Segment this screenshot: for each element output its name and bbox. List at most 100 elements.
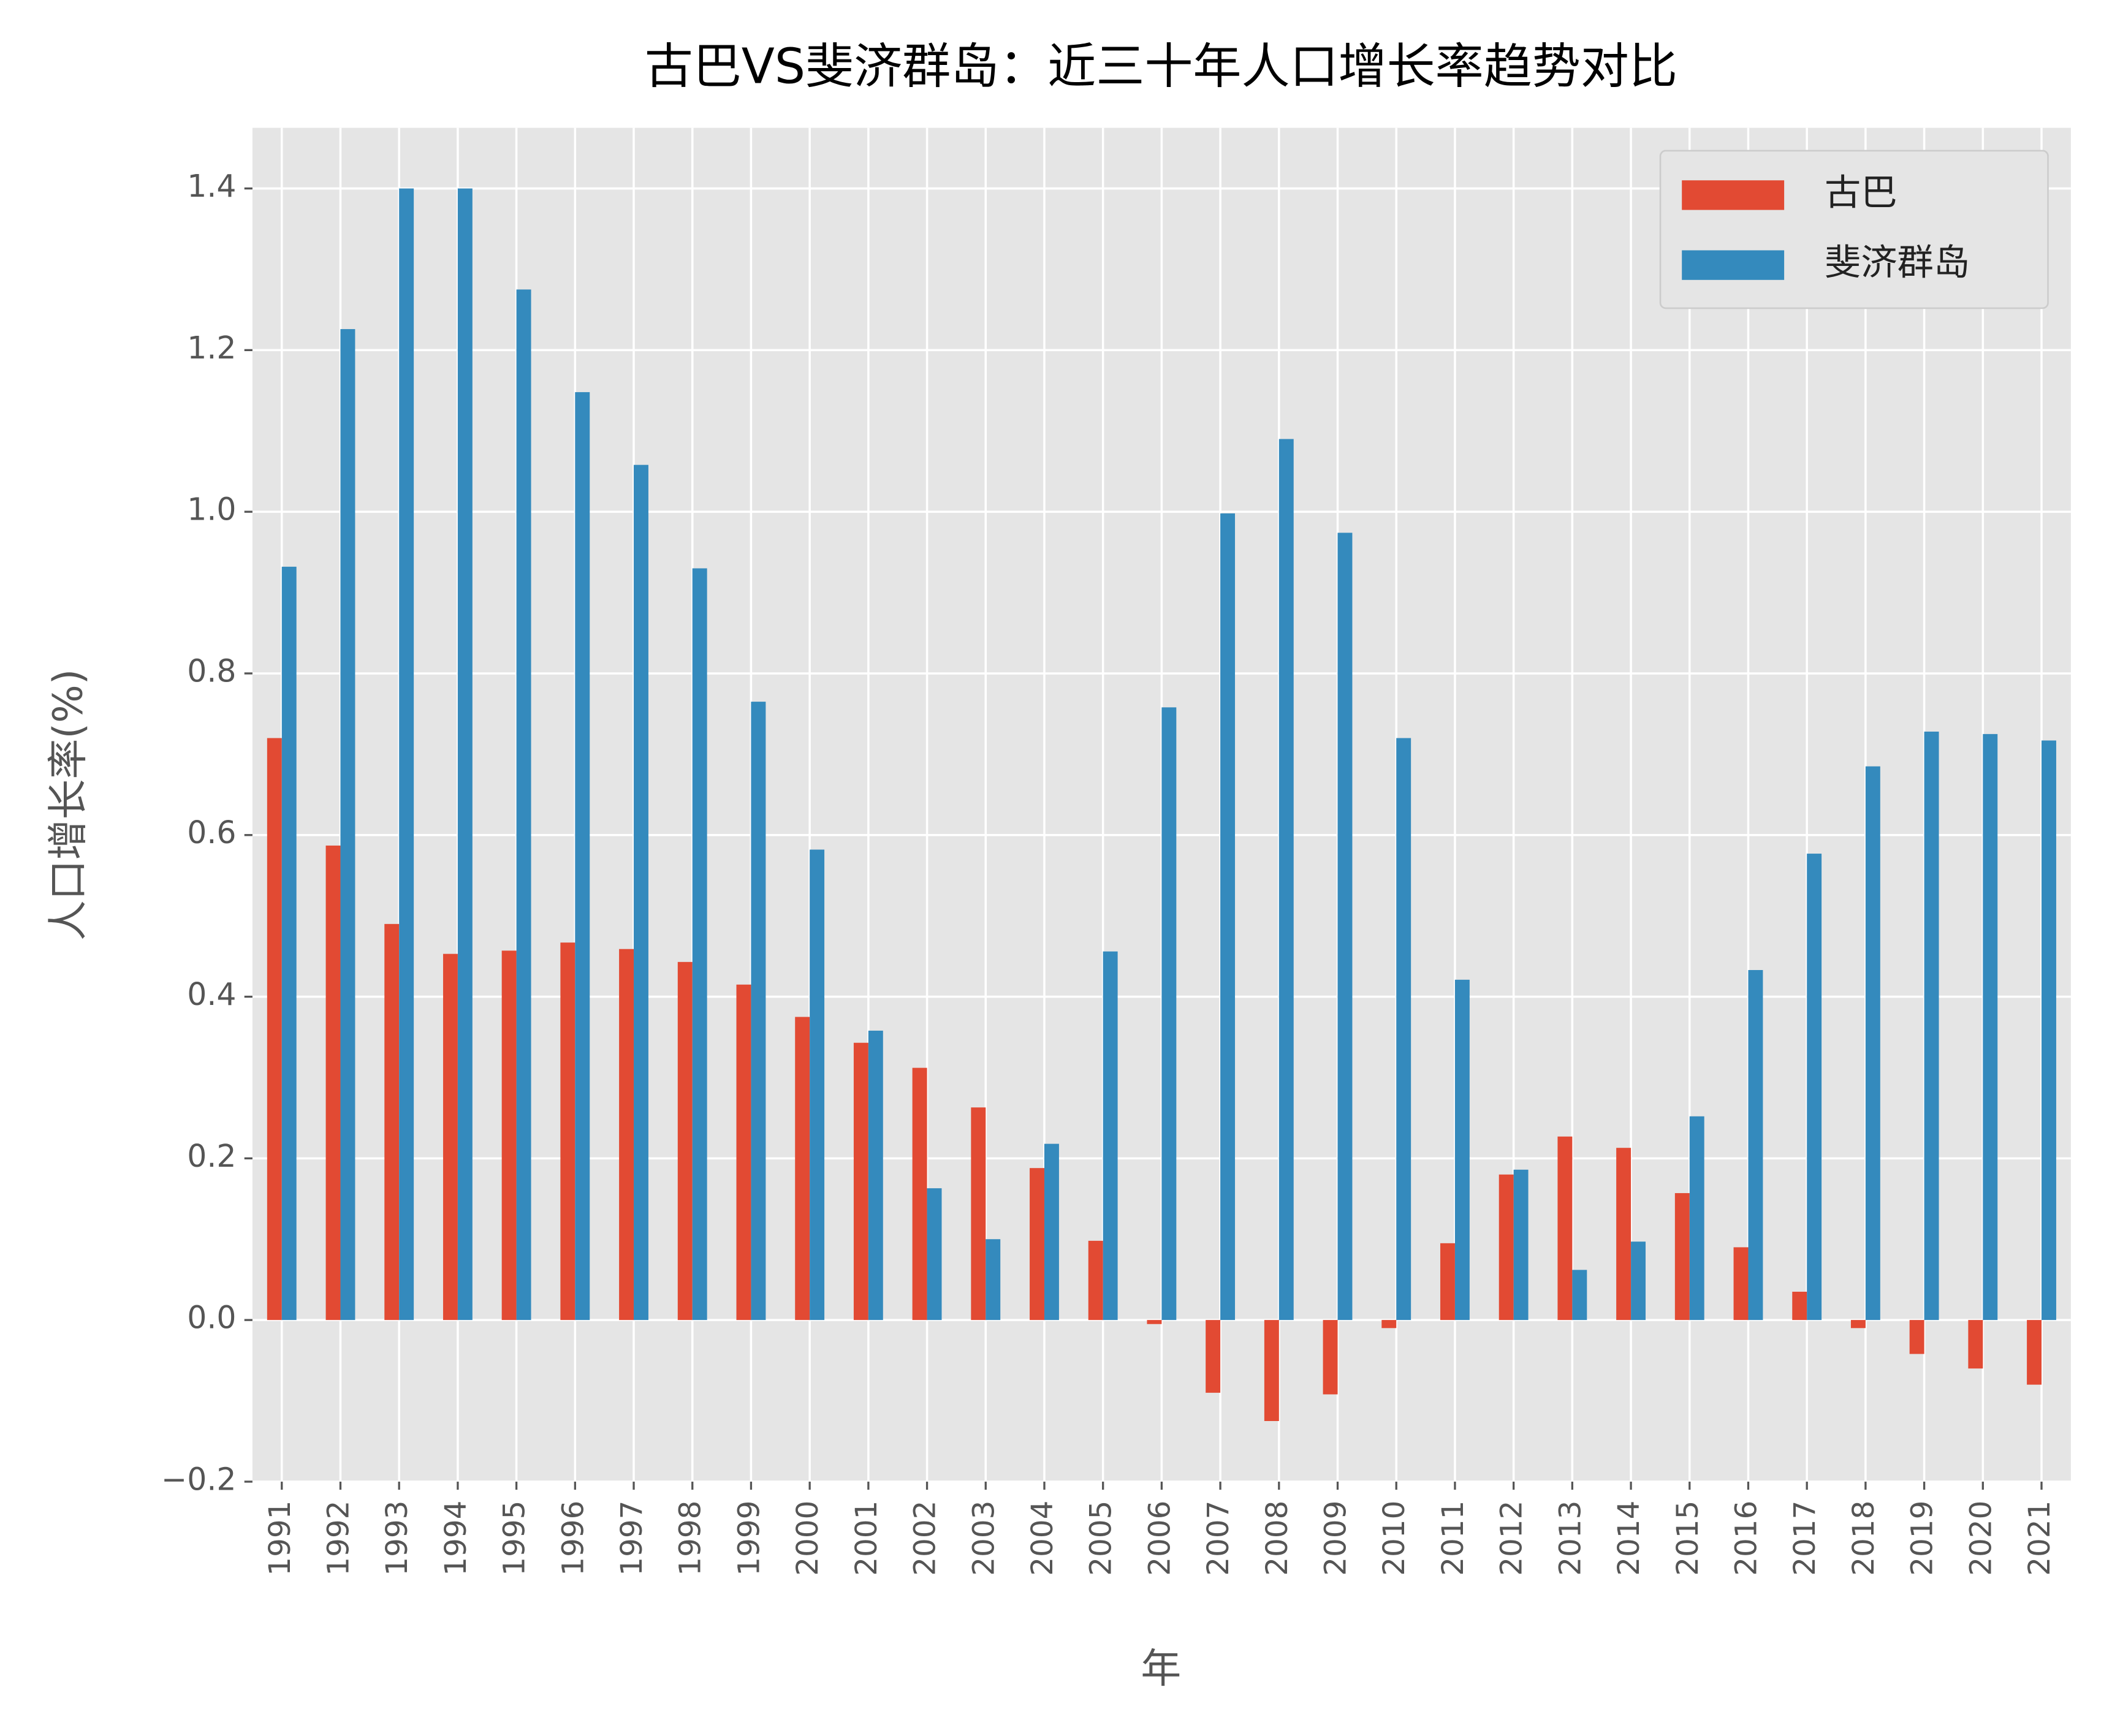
bar [634,464,648,1321]
x-tick-label: 2001 [849,1501,884,1576]
bar [1924,731,1939,1321]
bar [692,568,707,1321]
bar [1103,951,1118,1321]
x-tick-label: 2016 [1729,1501,1763,1576]
y-tick-label: 0.4 [187,976,236,1012]
bar [986,1239,1001,1321]
x-tick-label: 2018 [1847,1501,1881,1576]
bar [1440,1243,1455,1321]
bar [1557,1136,1573,1321]
x-tick-label: 2007 [1201,1501,1236,1576]
x-tick-label: 1993 [380,1501,414,1576]
bars [267,188,2056,1422]
bar [619,949,634,1321]
bar [1909,1320,1924,1354]
x-tick-label: 1996 [556,1501,590,1576]
x-tick-label: 2013 [1553,1501,1587,1576]
x-tick-label: 1992 [321,1501,355,1576]
bar [457,188,473,1321]
y-axis-label: 人口增长率(%) [44,669,91,941]
bar [853,1042,868,1321]
x-tick-label: 2014 [1612,1501,1646,1576]
bar [1396,738,1411,1321]
bar [810,849,825,1321]
bar [2027,1320,2042,1385]
bar [1161,707,1177,1321]
x-tick-label: 1995 [498,1501,532,1576]
bar [1264,1320,1279,1422]
bar [971,1107,986,1321]
legend-swatch [1682,180,1785,210]
y-tick-label: 1.2 [187,330,236,366]
x-tick-label: 2010 [1377,1501,1411,1576]
bar [267,738,282,1321]
bar [1030,1168,1044,1321]
bar [1513,1169,1529,1321]
bar [912,1067,927,1321]
bar [751,702,766,1321]
x-axis-label: 年 [1141,1645,1181,1692]
bar [1850,1320,1866,1329]
y-tick-label: 0.8 [187,653,236,689]
bar [1044,1143,1059,1321]
x-tick-label: 2004 [1025,1501,1060,1576]
bar [384,923,400,1321]
x-tick-label: 2005 [1084,1501,1119,1576]
bar [1454,979,1470,1321]
bar [1278,439,1294,1321]
bar [1147,1320,1162,1324]
bar [1206,1320,1221,1393]
x-tick-label: 2003 [967,1501,1001,1576]
x-tick-label: 1998 [674,1501,708,1576]
y-tick-label: −0.2 [161,1461,237,1497]
x-tick-label: 2012 [1495,1501,1529,1576]
bar [443,953,458,1321]
legend-label: 古巴 [1825,172,1897,214]
x-tick-label: 1997 [615,1501,649,1576]
x-tick-label: 1991 [263,1501,297,1576]
bar [516,289,531,1321]
x-tick-label: 2009 [1319,1501,1353,1576]
bar [1968,1320,1983,1369]
chart-title: 古巴VS斐济群岛：近三十年人口增长率趋势对比 [645,39,1677,95]
x-tick-label: 2021 [2023,1501,2057,1576]
bar [1983,733,1998,1321]
bar [399,188,414,1321]
bar [795,1017,810,1321]
x-tick-label: 2015 [1671,1501,1705,1576]
bar [1733,1247,1749,1321]
bar [1792,1291,1807,1321]
bar [868,1030,883,1321]
bar [1088,1240,1103,1321]
bar [1323,1320,1338,1395]
x-tick-label: 2002 [908,1501,943,1576]
legend-label: 斐济群岛 [1825,241,1970,284]
bar [1748,970,1763,1321]
legend-swatch [1682,250,1785,280]
bar [1381,1320,1397,1329]
bar [340,329,355,1321]
bar [1631,1241,1646,1321]
x-tick-label: 1994 [439,1501,473,1576]
bar [1865,766,1880,1321]
x-tick-label: 2020 [1964,1501,1998,1576]
x-tick-label: 2006 [1142,1501,1177,1576]
bar [1337,533,1353,1321]
bar [575,392,590,1321]
bar [560,942,575,1321]
bar [325,845,341,1321]
bar [677,961,693,1321]
bar [1616,1148,1631,1321]
x-tick-label: 2000 [791,1501,825,1576]
y-tick-label: 0.0 [187,1300,236,1336]
x-tick-label: 2017 [1788,1501,1822,1576]
bar [1499,1174,1514,1321]
y-tick-label: 1.4 [187,168,236,204]
y-tick-label: 0.6 [187,814,236,851]
bar [2042,740,2056,1321]
bar [1220,513,1236,1321]
y-tick-label: 1.0 [187,491,236,528]
